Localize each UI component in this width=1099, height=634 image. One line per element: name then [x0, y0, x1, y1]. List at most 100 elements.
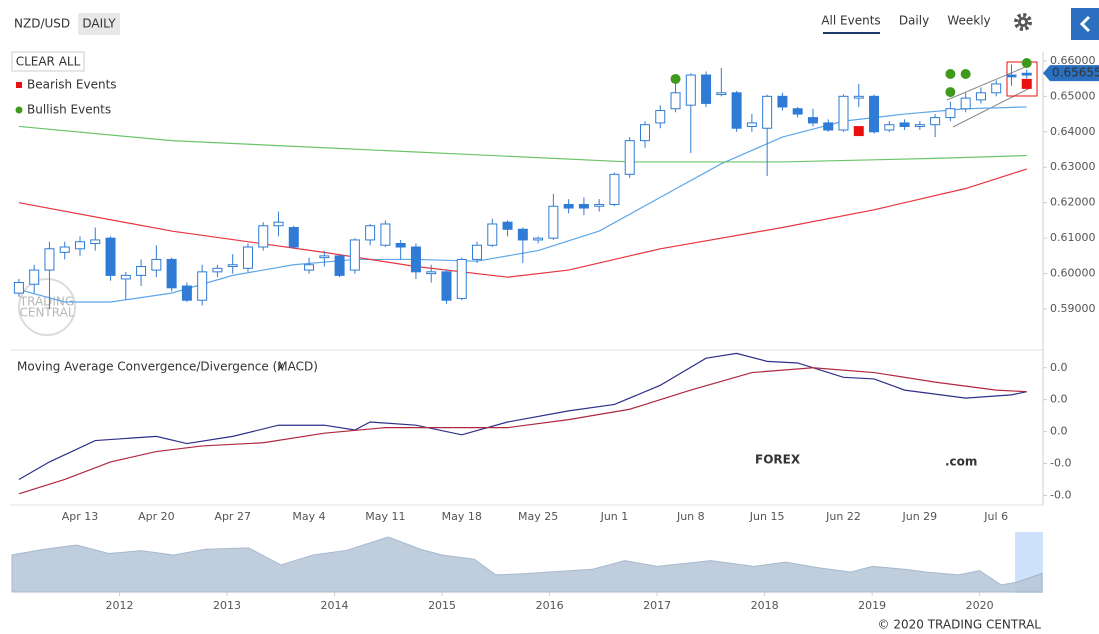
last-price-label: 0.65655: [1052, 66, 1099, 80]
brand-logo: FOREX: [755, 453, 801, 467]
event-marker: [945, 68, 956, 79]
chevron-icon: [1079, 15, 1091, 33]
candle-body: [975, 92, 986, 101]
candle-body: [90, 239, 101, 244]
candle-body: [701, 74, 712, 104]
tab[interactable]: Daily: [899, 14, 929, 28]
candle-body: [166, 258, 177, 289]
x-tick-label: Jun 8: [676, 510, 705, 523]
legend-swatch: [15, 106, 23, 114]
macd-line: [18, 352, 1027, 480]
legend-label: Bearish Events: [27, 78, 117, 92]
event-marker: [945, 87, 956, 98]
collapse-button[interactable]: [1071, 8, 1099, 40]
candle-body: [609, 173, 620, 205]
candle-body: [227, 264, 238, 268]
legend: Bearish Events Bullish Events: [15, 78, 117, 117]
x-tick-label: Apr 13: [62, 510, 99, 523]
candle-body: [212, 267, 223, 273]
x-tick-label: 2019: [858, 599, 886, 612]
x-tick-label: 2018: [751, 599, 779, 612]
candle-body: [685, 74, 696, 106]
event-marker: [853, 126, 864, 137]
x-tick-label: 2015: [428, 599, 456, 612]
candle-body: [349, 239, 360, 271]
x-tick-label: 2013: [213, 599, 241, 612]
candle-body: [548, 205, 559, 239]
candle-body: [930, 117, 941, 126]
candle-body: [410, 246, 421, 273]
y-tick-label: 0.59000: [1050, 302, 1096, 315]
candle-body: [960, 97, 971, 110]
tab[interactable]: Weekly: [947, 14, 990, 28]
candle-body: [517, 228, 528, 241]
y-tick-label: -0.0: [1050, 488, 1071, 501]
candle-body: [563, 203, 574, 209]
candle-body: [807, 117, 818, 124]
y-tick-label: 0.64000: [1050, 125, 1096, 138]
legend-label: Bullish Events: [27, 103, 111, 117]
candle-body: [380, 223, 391, 246]
channel-line: [946, 64, 1031, 101]
x-tick-label: May 11: [365, 510, 405, 523]
x-tick-label: Jun 1: [600, 510, 629, 523]
moving-average: [18, 168, 1027, 278]
x-tick-label: Jun 15: [749, 510, 785, 523]
candle-body: [884, 124, 895, 131]
moving-average: [18, 106, 1027, 303]
event-marker: [960, 68, 971, 79]
candle-body: [578, 203, 589, 209]
y-tick-label: 0.60000: [1050, 267, 1096, 280]
candle-body: [899, 122, 910, 127]
gear-hole: [1020, 19, 1026, 25]
price-tag: [1043, 65, 1099, 82]
candle-body: [472, 244, 483, 260]
tab[interactable]: All Events: [821, 14, 880, 28]
candle-body: [746, 122, 757, 127]
copyright: © 2020 TRADING CENTRAL: [878, 618, 1042, 632]
event-marker: [1021, 78, 1032, 89]
tab-underline: [823, 32, 880, 34]
clear-all-button[interactable]: [11, 51, 85, 72]
x-tick-label: 2012: [106, 599, 134, 612]
x-tick-label: Jun 29: [902, 510, 938, 523]
gear-teeth: [1014, 13, 1032, 31]
trading-central-logo: TRADING CENTRAL: [18, 278, 76, 336]
candle-body: [502, 221, 513, 230]
y-tick-label: 0.63000: [1050, 160, 1096, 173]
candle-body: [853, 95, 864, 99]
x-tick-label: Jul 6: [983, 510, 1008, 523]
x-tick-label: 2014: [321, 599, 349, 612]
settings-icon[interactable]: [1014, 13, 1032, 31]
candle-body: [334, 255, 345, 276]
macd-line: [18, 367, 1027, 495]
y-tick-label: 0.0: [1050, 361, 1068, 374]
x-tick-label: May 4: [292, 510, 325, 523]
candle-body: [395, 242, 406, 248]
candle-body: [319, 255, 330, 259]
candle-body: [914, 124, 925, 127]
moving-average: [18, 125, 1027, 163]
candle-body: [105, 237, 116, 276]
candle-body: [670, 92, 681, 110]
candle-body: [44, 248, 55, 271]
candle-body: [441, 271, 452, 301]
logo-text: CENTRAL: [19, 306, 74, 320]
candle-body: [242, 246, 253, 269]
candle-body: [136, 266, 147, 276]
candle-body: [777, 95, 788, 108]
candle-body: [639, 124, 650, 142]
navigator-area: [11, 536, 1043, 593]
close-indicator: x: [277, 360, 284, 374]
candle-body: [365, 225, 376, 241]
x-tick-label: 2020: [966, 599, 994, 612]
candle-body: [273, 221, 284, 227]
x-tick-label: May 25: [518, 510, 558, 523]
candle-body: [655, 110, 666, 124]
x-tick-label: Apr 20: [138, 510, 175, 523]
y-tick-label: 0.0: [1050, 393, 1068, 406]
candle-body: [1006, 74, 1017, 78]
